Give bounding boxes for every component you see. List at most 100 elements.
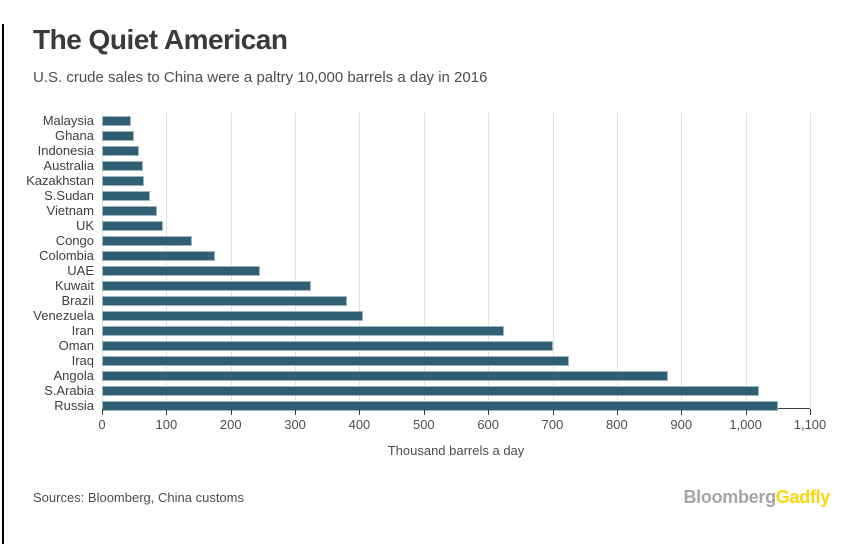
x-axis-tick <box>423 409 425 415</box>
bar-track <box>102 143 810 158</box>
sources-note: Sources: Bloomberg, China customs <box>33 490 244 505</box>
x-axis-tick <box>488 409 490 415</box>
bar-track <box>102 203 810 218</box>
x-axis-tick <box>616 409 618 415</box>
bar <box>102 370 669 381</box>
x-axis-tick-label: 500 <box>412 417 435 432</box>
bar-row: Oman <box>0 338 810 353</box>
x-axis-tick-label: 1,000 <box>729 417 762 432</box>
bar-row: Kuwait <box>0 278 810 293</box>
y-axis-label: Malaysia <box>42 113 94 128</box>
bar-row: Brazil <box>0 293 810 308</box>
bar <box>102 340 553 351</box>
bar-row: Vietnam <box>0 203 810 218</box>
chart-page: The Quiet American U.S. crude sales to C… <box>0 24 858 544</box>
bar <box>102 115 131 126</box>
y-axis-label: Vietnam <box>46 203 94 218</box>
left-border-rule <box>2 24 4 544</box>
x-axis-tick <box>359 409 361 415</box>
bar-row: Congo <box>0 233 810 248</box>
x-axis-tick-label: 200 <box>219 417 242 432</box>
bar <box>102 220 164 231</box>
y-axis-label: Venezuela <box>33 308 94 323</box>
bar <box>102 145 139 156</box>
bar-track <box>102 248 810 263</box>
bar-row: Venezuela <box>0 308 810 323</box>
bar-row: Indonesia <box>0 143 810 158</box>
logo-gadfly-text: Gadfly <box>775 487 831 507</box>
bar-track <box>102 188 810 203</box>
bar-track <box>102 173 810 188</box>
bar <box>102 160 143 171</box>
y-axis-label: Kazakhstan <box>26 173 94 188</box>
x-axis-tick-label: 800 <box>606 417 628 432</box>
bar-row: Angola <box>0 368 810 383</box>
bar-track <box>102 368 810 383</box>
x-axis-tick <box>810 409 811 415</box>
bar-track <box>102 383 810 398</box>
x-axis-tick-labels: 0 100 200 300 400 500 600 700 800 900 1,000 1,100 <box>98 417 826 433</box>
bar-chart: Malaysia Ghana Indonesia Australia Kazakhsta… <box>0 113 811 413</box>
y-axis-label: UAE <box>67 263 94 278</box>
bar-row: UAE <box>0 263 810 278</box>
x-axis-tick <box>295 409 297 415</box>
gridline <box>102 113 103 408</box>
gridline <box>810 113 811 408</box>
y-axis-label: Brazil <box>61 293 94 308</box>
bar-row: S.Arabia <box>0 383 810 398</box>
bar-row: UK <box>0 218 810 233</box>
bar-row: S.Sudan <box>0 188 810 203</box>
bar <box>102 205 157 216</box>
x-axis-ticks <box>102 409 811 416</box>
chart-subtitle: U.S. crude sales to China were a paltry … <box>33 69 488 86</box>
logo-bloomberg-text: Bloomberg <box>683 487 776 507</box>
bar-track <box>102 398 810 413</box>
gridline <box>230 113 232 408</box>
x-axis-tick <box>102 409 103 415</box>
y-axis-label: Congo <box>55 233 94 248</box>
gridline <box>166 113 168 408</box>
y-axis-label: Indonesia <box>37 143 94 158</box>
gridline <box>745 113 747 408</box>
bar <box>102 355 569 366</box>
bar-row: Malaysia <box>0 113 810 128</box>
x-axis-tick <box>681 409 683 415</box>
bar-track <box>102 338 810 353</box>
bar-row: Iraq <box>0 353 810 368</box>
bar-track <box>102 218 810 233</box>
bar <box>102 175 144 186</box>
x-axis-tick-label: 0 <box>98 417 106 432</box>
y-axis-label: Colombia <box>39 248 94 263</box>
bar-rows: Malaysia Ghana Indonesia Australia Kazakhsta… <box>0 113 810 413</box>
y-axis-label: Ghana <box>54 128 94 143</box>
gridline <box>552 113 554 408</box>
bar-row: Colombia <box>0 248 810 263</box>
bar-track <box>102 233 810 248</box>
gridline <box>359 113 361 408</box>
gridline <box>295 113 297 408</box>
y-axis-label: Angola <box>53 368 94 383</box>
bar-row: Kazakhstan <box>0 173 810 188</box>
bar-row: Russia <box>0 398 810 413</box>
x-axis-tick-label: 400 <box>348 417 371 432</box>
bar-row: Iran <box>0 323 810 338</box>
bar <box>102 295 347 306</box>
gridline <box>616 113 618 408</box>
bar-track <box>102 113 810 128</box>
x-axis-tick-label: 300 <box>284 417 306 432</box>
x-axis-label: Thousand barrels a day <box>387 443 525 458</box>
bar-track <box>102 158 810 173</box>
bar-track <box>102 353 810 368</box>
x-axis-tick-label: 700 <box>541 417 564 432</box>
y-axis-label: S.Arabia <box>44 383 94 398</box>
y-axis-label: UK <box>75 218 94 233</box>
bar-track <box>102 263 810 278</box>
bar-row: Australia <box>0 158 810 173</box>
gridline <box>488 113 490 408</box>
bar <box>102 280 312 291</box>
x-axis-tick <box>552 409 554 415</box>
gridline <box>423 113 425 408</box>
x-axis-tick-label: 900 <box>670 417 693 432</box>
x-axis-tick <box>745 409 747 415</box>
bar <box>102 190 151 201</box>
